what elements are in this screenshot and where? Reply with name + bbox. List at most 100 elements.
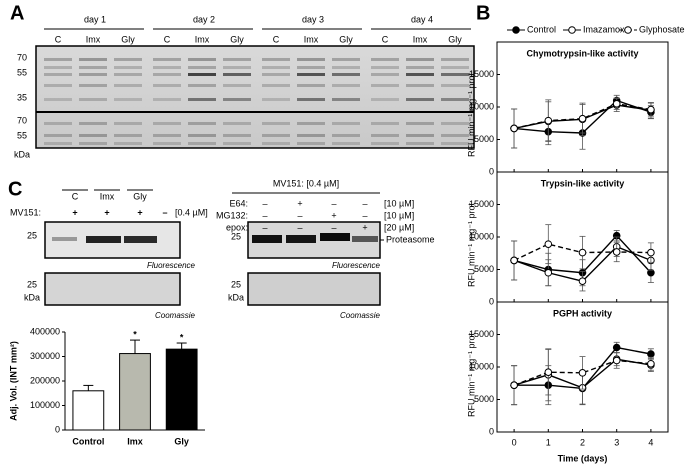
significance: * bbox=[133, 329, 137, 339]
point bbox=[510, 124, 518, 133]
label: Imx bbox=[86, 34, 101, 44]
y-tick-label: 10000 bbox=[469, 361, 494, 371]
band bbox=[297, 134, 325, 137]
label: – bbox=[331, 222, 336, 232]
label: – bbox=[362, 210, 367, 220]
label: Coomassie bbox=[155, 311, 196, 320]
band bbox=[262, 84, 290, 87]
x-tick-label: Control bbox=[72, 436, 104, 446]
band bbox=[262, 122, 290, 125]
band bbox=[441, 122, 469, 125]
y-axis-label: RFU min⁻¹ mg⁻¹ prot bbox=[466, 333, 476, 418]
band bbox=[124, 236, 157, 243]
chart-title: Trypsin-like activity bbox=[541, 178, 625, 188]
band bbox=[297, 142, 325, 145]
label: Fluorescence bbox=[147, 261, 196, 270]
band bbox=[153, 84, 181, 87]
band bbox=[441, 84, 469, 87]
label: Gly bbox=[448, 34, 462, 44]
legend-marker bbox=[624, 26, 632, 34]
point bbox=[544, 240, 553, 248]
label: + bbox=[331, 210, 336, 220]
point bbox=[510, 381, 518, 390]
band bbox=[223, 122, 251, 125]
band bbox=[188, 66, 216, 69]
band bbox=[79, 58, 107, 61]
label: Imx bbox=[100, 191, 115, 201]
band bbox=[86, 236, 121, 243]
x-axis-label: Time (days) bbox=[558, 453, 608, 463]
x-tick-label: 2 bbox=[580, 437, 585, 447]
point bbox=[544, 116, 553, 125]
label: Gly bbox=[230, 34, 244, 44]
band bbox=[262, 134, 290, 137]
band bbox=[332, 66, 360, 69]
band bbox=[223, 142, 251, 145]
band bbox=[188, 84, 216, 87]
point bbox=[612, 248, 621, 256]
band bbox=[79, 134, 107, 137]
y-tick-label: 5000 bbox=[474, 264, 494, 274]
legend-marker bbox=[512, 26, 520, 34]
label: [10 µM] bbox=[384, 198, 414, 208]
band bbox=[297, 66, 325, 69]
label: Imx bbox=[304, 34, 319, 44]
band bbox=[297, 58, 325, 61]
label: + bbox=[362, 222, 367, 232]
band bbox=[297, 122, 325, 125]
label: – bbox=[162, 207, 167, 217]
bar bbox=[72, 390, 105, 431]
band bbox=[252, 235, 282, 243]
band bbox=[332, 134, 360, 137]
band bbox=[371, 84, 399, 87]
label: day 4 bbox=[411, 14, 433, 24]
band bbox=[332, 58, 360, 61]
band bbox=[332, 98, 360, 101]
band bbox=[79, 98, 107, 101]
label: day 1 bbox=[84, 14, 106, 24]
label: Imx bbox=[195, 34, 210, 44]
label: – bbox=[262, 210, 267, 220]
x-tick-label: 3 bbox=[614, 437, 619, 447]
band bbox=[286, 235, 316, 243]
band bbox=[297, 73, 325, 76]
band bbox=[114, 84, 142, 87]
label: Gly bbox=[121, 34, 135, 44]
point bbox=[647, 105, 655, 114]
label: Imx bbox=[413, 34, 428, 44]
x-tick-label: Gly bbox=[174, 436, 189, 446]
bar bbox=[119, 353, 151, 431]
blot-bands bbox=[44, 58, 469, 145]
y-axis-label: Adj. Vol. (INT mm²) bbox=[8, 341, 18, 421]
band bbox=[406, 134, 434, 137]
band bbox=[441, 142, 469, 145]
label: 25 bbox=[231, 279, 241, 289]
label: – bbox=[297, 222, 302, 232]
label: MV151: [0.4 µM] bbox=[273, 178, 339, 188]
legend-label: Control bbox=[527, 24, 556, 34]
label: epox: bbox=[226, 222, 248, 232]
label: – bbox=[262, 222, 267, 232]
band bbox=[371, 66, 399, 69]
band bbox=[44, 122, 72, 125]
band bbox=[223, 66, 251, 69]
significance: * bbox=[180, 332, 184, 342]
point bbox=[510, 256, 518, 265]
label: day 3 bbox=[302, 14, 324, 24]
band bbox=[332, 142, 360, 145]
band bbox=[371, 98, 399, 101]
band bbox=[114, 134, 142, 137]
band bbox=[223, 58, 251, 61]
band bbox=[44, 98, 72, 101]
band bbox=[188, 142, 216, 145]
y-axis-label: RFU min⁻¹ mg⁻¹ prot bbox=[466, 203, 476, 288]
panel-letter: B bbox=[476, 2, 490, 24]
label: Proteasome bbox=[386, 234, 435, 244]
label: day 2 bbox=[193, 14, 215, 24]
band bbox=[153, 98, 181, 101]
label: MG132: bbox=[216, 210, 248, 220]
label: 55 bbox=[17, 130, 27, 140]
label: kDa bbox=[24, 292, 40, 302]
y-tick-label: 10000 bbox=[469, 101, 494, 111]
legend-label: Imazamox bbox=[583, 24, 625, 34]
